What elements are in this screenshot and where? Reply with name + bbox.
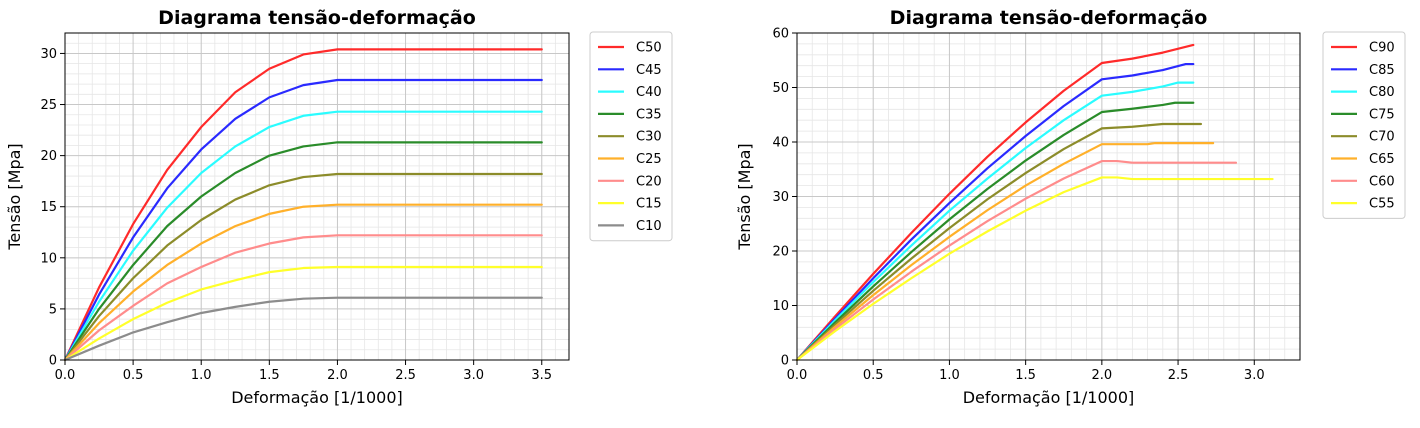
y-tick-label: 40 bbox=[772, 136, 789, 151]
x-axis: 0.0 0.5 1.0 1.5 2.0 2.5 3.0 3.5 bbox=[55, 360, 552, 383]
x-tick-label: 2.5 bbox=[1168, 368, 1189, 383]
legend: C90 C85 C80 C75 C70 C65 C60 C55 bbox=[1322, 31, 1406, 219]
x-axis: 0.0 0.5 1.0 1.5 2.0 2.5 3.0 bbox=[787, 360, 1265, 383]
series-lines bbox=[63, 48, 543, 362]
x-axis-label: Deformação [1/1000] bbox=[963, 388, 1135, 407]
y-axis: 0 5 10 15 20 25 30 bbox=[40, 47, 65, 369]
series-line-c85 bbox=[795, 62, 1195, 362]
chart-left-svg: 0.0 0.5 1.0 1.5 2.0 2.5 3.0 3.5 0 5 10 15 20 25 30 Diag… bbox=[5, 7, 673, 407]
legend-item-c30: C30 bbox=[636, 130, 662, 145]
x-tick-label: 1.0 bbox=[191, 368, 212, 383]
y-tick-label: 30 bbox=[40, 47, 57, 62]
x-tick-label: 1.5 bbox=[1015, 368, 1036, 383]
y-axis-label: Tensão [Mpa] bbox=[5, 143, 24, 250]
y-axis: 0 10 20 30 40 50 60 bbox=[772, 27, 797, 369]
legend-box bbox=[1322, 31, 1406, 219]
x-tick-label: 0.0 bbox=[55, 368, 76, 383]
y-tick-label: 0 bbox=[49, 354, 57, 369]
legend-item-c90: C90 bbox=[1369, 41, 1395, 56]
series-line-c20 bbox=[63, 234, 543, 362]
x-tick-label: 3.0 bbox=[463, 368, 484, 383]
y-tick-label: 50 bbox=[772, 81, 789, 96]
chart-title: Diagrama tensão-deformação bbox=[158, 7, 476, 29]
y-tick-label: 25 bbox=[40, 98, 57, 113]
legend-item-c75: C75 bbox=[1369, 107, 1395, 122]
series-line-c55 bbox=[795, 176, 1274, 362]
legend-item-c25: C25 bbox=[636, 152, 662, 167]
legend-item-c70: C70 bbox=[1369, 130, 1395, 145]
legend-item-c40: C40 bbox=[636, 85, 662, 100]
legend: C50 C45 C40 C35 C30 C25 C20 C15 C10 bbox=[589, 31, 673, 242]
x-tick-label: 2.0 bbox=[327, 368, 348, 383]
x-tick-label: 3.0 bbox=[1244, 368, 1265, 383]
axes-frame bbox=[64, 32, 570, 361]
series-line-c80 bbox=[795, 81, 1195, 362]
chart-right-svg: 0.0 0.5 1.0 1.5 2.0 2.5 3.0 0 10 20 30 40 50 60 Diagra… bbox=[735, 7, 1406, 407]
series-line-c50 bbox=[63, 48, 543, 362]
y-tick-label: 0 bbox=[781, 354, 789, 369]
series-line-c75 bbox=[795, 101, 1195, 362]
x-tick-label: 3.5 bbox=[531, 368, 552, 383]
y-tick-label: 30 bbox=[772, 190, 789, 205]
x-axis-label: Deformação [1/1000] bbox=[231, 388, 403, 407]
legend-item-c20: C20 bbox=[636, 174, 662, 189]
legend-item-c10: C10 bbox=[636, 219, 662, 234]
legend-item-c65: C65 bbox=[1369, 152, 1395, 167]
legend-item-c45: C45 bbox=[636, 63, 662, 78]
y-tick-label: 20 bbox=[772, 245, 789, 260]
y-tick-label: 5 bbox=[49, 302, 57, 317]
x-tick-label: 0.5 bbox=[123, 368, 144, 383]
x-tick-label: 1.0 bbox=[939, 368, 960, 383]
series-line-c70 bbox=[795, 122, 1203, 362]
stress-strain-chart-left: 0.0 0.5 1.0 1.5 2.0 2.5 3.0 3.5 0 5 10 15 20 25 30 Diag… bbox=[0, 0, 700, 428]
chart-title: Diagrama tensão-deformação bbox=[890, 7, 1208, 29]
series-line-c15 bbox=[63, 265, 543, 362]
x-tick-label: 0.5 bbox=[863, 368, 884, 383]
stress-strain-chart-right: 0.0 0.5 1.0 1.5 2.0 2.5 3.0 0 10 20 30 40 50 60 Diagra… bbox=[720, 0, 1420, 428]
x-tick-label: 2.5 bbox=[395, 368, 416, 383]
series-line-c10 bbox=[63, 296, 543, 362]
legend-item-c80: C80 bbox=[1369, 85, 1395, 100]
legend-item-c35: C35 bbox=[636, 107, 662, 122]
series-line-c30 bbox=[63, 172, 543, 362]
x-tick-label: 0.0 bbox=[787, 368, 808, 383]
series-line-c25 bbox=[63, 203, 543, 362]
series-line-c90 bbox=[795, 43, 1195, 362]
series-lines bbox=[795, 43, 1274, 362]
legend-item-c50: C50 bbox=[636, 41, 662, 56]
x-tick-label: 1.5 bbox=[259, 368, 280, 383]
y-tick-label: 15 bbox=[40, 200, 57, 215]
series-line-c40 bbox=[63, 110, 543, 362]
legend-box bbox=[589, 31, 673, 242]
y-tick-label: 10 bbox=[40, 251, 57, 266]
y-axis-label: Tensão [Mpa] bbox=[735, 143, 754, 250]
y-tick-label: 60 bbox=[772, 27, 789, 42]
x-tick-label: 2.0 bbox=[1092, 368, 1113, 383]
series-line-c45 bbox=[63, 78, 543, 362]
series-line-c35 bbox=[63, 141, 543, 362]
legend-item-c55: C55 bbox=[1369, 197, 1395, 212]
legend-item-c60: C60 bbox=[1369, 174, 1395, 189]
y-tick-label: 10 bbox=[772, 299, 789, 314]
legend-item-c85: C85 bbox=[1369, 63, 1395, 78]
y-tick-label: 20 bbox=[40, 149, 57, 164]
legend-item-c15: C15 bbox=[636, 197, 662, 212]
series-line-c60 bbox=[795, 159, 1238, 362]
series-line-c65 bbox=[795, 141, 1215, 362]
